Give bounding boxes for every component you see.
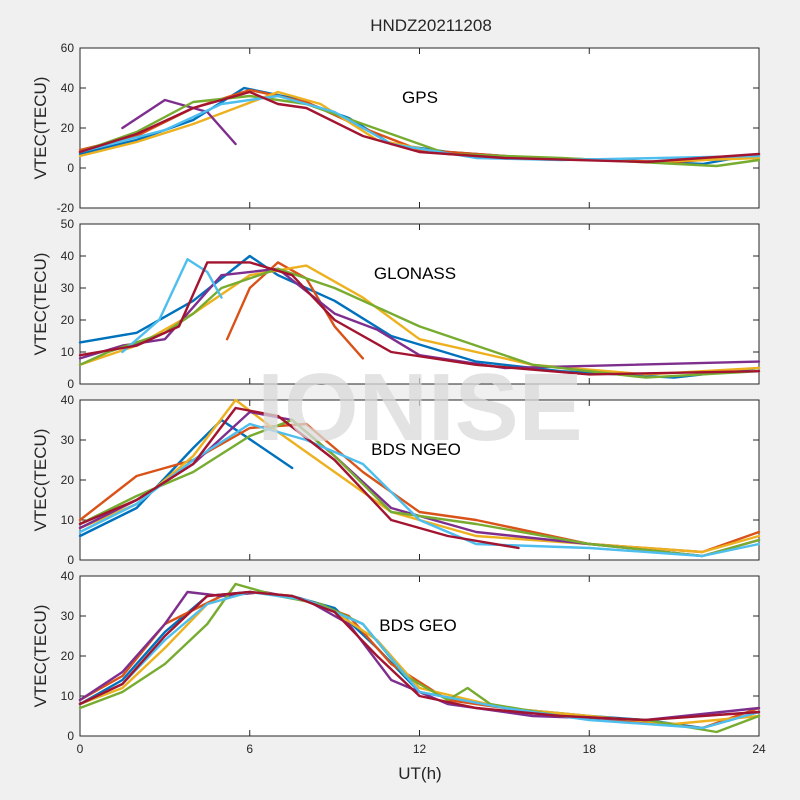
y-axis-label: VTEC(TECU) [31, 253, 50, 356]
panel-label: GPS [402, 88, 438, 107]
panel-bds-geo: 0 10 20 30 40 0 6 12 18 24 VTEC(TECU) BDS GEO [31, 569, 766, 756]
y-tick-label: 0 [67, 377, 74, 391]
series-line-3 [78, 398, 761, 554]
y-tick-label: 40 [61, 569, 75, 583]
series-line-2 [225, 261, 365, 360]
y-tick-label: 40 [61, 81, 75, 95]
y-tick-label: 10 [61, 345, 75, 359]
plot-area [79, 399, 760, 561]
panel-label: BDS GEO [379, 616, 456, 635]
watermark: IONISE [257, 354, 582, 461]
y-tick-label: 0 [67, 729, 74, 743]
y-tick-label: 20 [61, 121, 75, 135]
y-tick-label: 20 [61, 649, 75, 663]
y-tick-label: 0 [67, 553, 74, 567]
y-tick-label: 0 [67, 161, 74, 175]
y-tick-label: 10 [61, 689, 75, 703]
y-tick-label: 20 [61, 313, 75, 327]
series-line-1 [78, 418, 294, 538]
series-line-7 [78, 261, 761, 376]
y-tick-label: 30 [61, 609, 75, 623]
x-tick-label: 0 [77, 742, 84, 756]
plot-area [79, 47, 760, 209]
series-line-6 [121, 258, 223, 354]
series-line-3 [78, 264, 761, 376]
panel-bds-ngeo: 0 10 20 30 40 VTEC(TECU) BDS NGEO [31, 393, 761, 567]
y-tick-label: 40 [61, 393, 75, 407]
series-line-5 [78, 418, 761, 558]
x-tick-label: 12 [413, 742, 427, 756]
y-tick-label: 20 [61, 473, 75, 487]
y-axis-label: VTEC(TECU) [31, 429, 50, 532]
x-tick-label: 6 [246, 742, 253, 756]
y-tick-label: 40 [61, 249, 75, 263]
y-tick-label: 10 [61, 513, 75, 527]
y-axis-label: VTEC(TECU) [31, 605, 50, 708]
y-axis-label: VTEC(TECU) [31, 77, 50, 180]
panel-label: GLONASS [374, 264, 456, 283]
x-tick-label: 24 [752, 742, 766, 756]
panel-glonass: 0 10 20 30 40 50 VTEC(TECU) GLONASS [31, 217, 761, 391]
y-tick-label: -20 [57, 201, 75, 215]
panel-label: BDS NGEO [371, 440, 461, 459]
panel-gps: -20 0 20 40 60 VTEC(TECU) GPS [31, 41, 761, 215]
series-line-7 [78, 406, 520, 550]
series-line-7 [78, 90, 761, 164]
y-tick-label: 50 [61, 217, 75, 231]
y-tick-label: 60 [61, 41, 75, 55]
y-tick-label: 30 [61, 281, 75, 295]
figure-title: HNDZ20211208 [370, 16, 492, 35]
y-tick-label: 30 [61, 433, 75, 447]
series-line-7 [78, 590, 761, 722]
x-axis-label: UT(h) [398, 764, 441, 783]
x-tick-label: 18 [583, 742, 597, 756]
